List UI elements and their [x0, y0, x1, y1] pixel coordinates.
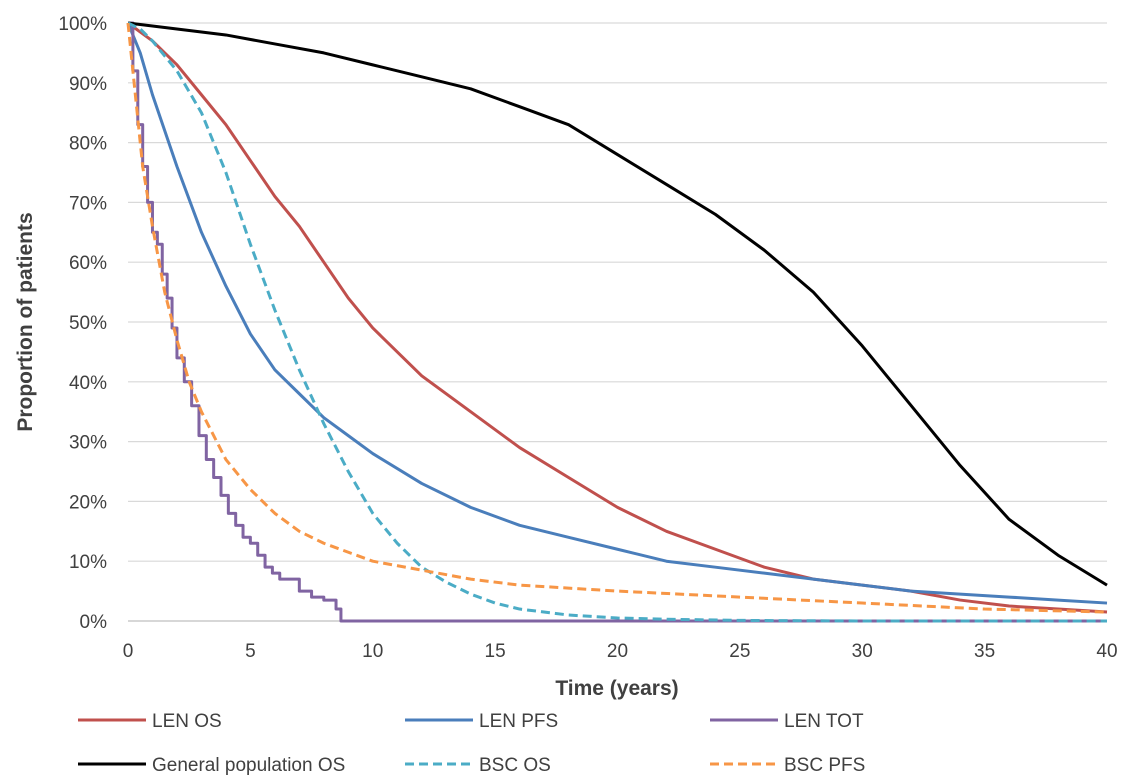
legend-label-len-os: LEN OS [152, 711, 222, 732]
x-tick-label: 0 [123, 641, 134, 662]
y-tick-labels: 0% 10% 20% 30% 40% 50% 60% 70% 80% 90% 100% [58, 14, 107, 633]
y-tick-label: 30% [69, 433, 107, 454]
y-tick-label: 100% [58, 14, 107, 35]
x-tick-label: 20 [607, 641, 628, 662]
legend-label-len-tot: LEN TOT [784, 711, 864, 732]
legend-label-general-population-os: General population OS [152, 755, 345, 776]
series-lines [126, 21, 1108, 623]
series-bsc-pfs [126, 22, 1108, 614]
y-tick-label: 40% [69, 373, 107, 394]
y-tick-label: 80% [69, 134, 107, 155]
y-tick-label: 50% [69, 313, 107, 334]
x-tick-label: 10 [362, 641, 383, 662]
gridlines [128, 22, 1107, 622]
y-tick-label: 90% [69, 74, 107, 95]
x-tick-label: 15 [485, 641, 506, 662]
y-tick-label: 70% [69, 193, 107, 214]
x-tick-labels: 0 5 10 15 20 25 30 35 40 [123, 641, 1118, 662]
legend-label-bsc-os: BSC OS [479, 755, 551, 776]
legend-label-bsc-pfs: BSC PFS [784, 755, 865, 776]
series-len-os [127, 21, 1108, 614]
y-tick-label: 20% [69, 492, 107, 513]
legend-label-len-pfs: LEN PFS [479, 711, 558, 732]
x-tick-label: 5 [245, 641, 256, 662]
series-bsc-os [127, 21, 1107, 623]
x-tick-label: 35 [974, 641, 995, 662]
y-tick-label: 60% [69, 253, 107, 274]
x-tick-label: 25 [729, 641, 750, 662]
y-tick-label: 10% [69, 552, 107, 573]
y-tick-label: 0% [80, 612, 108, 633]
x-tick-label: 30 [852, 641, 873, 662]
y-axis-title: Proportion of patients [14, 212, 37, 431]
x-tick-label: 40 [1096, 641, 1117, 662]
series-general-population-os [127, 21, 1108, 587]
series-len-pfs [126, 22, 1108, 605]
x-axis-title: Time (years) [555, 677, 678, 700]
legend: LEN OS LEN PFS LEN TOT General population O… [78, 711, 865, 776]
